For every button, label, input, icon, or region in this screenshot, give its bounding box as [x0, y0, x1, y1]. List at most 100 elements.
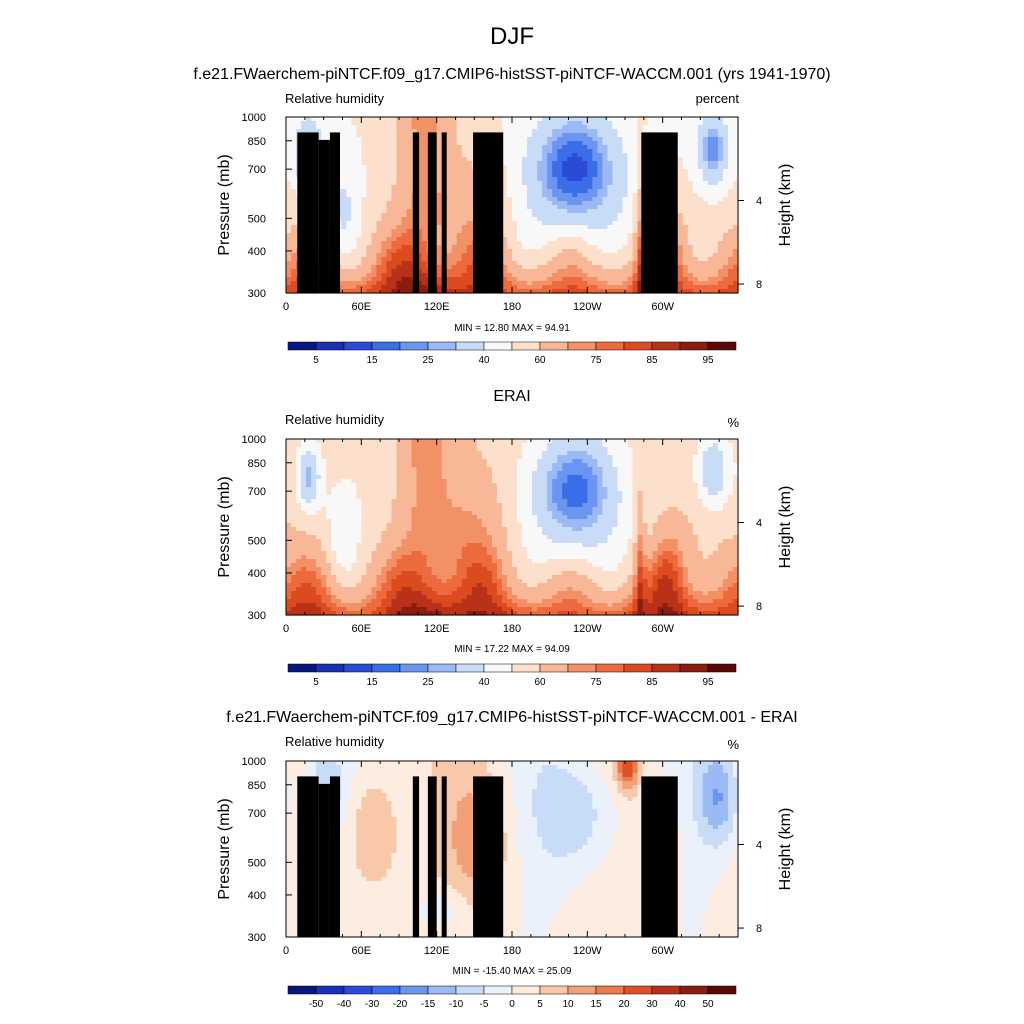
- heatmap-cell: [512, 237, 518, 242]
- heatmap-cell: [346, 467, 352, 472]
- heatmap-cell: [602, 289, 609, 294]
- heatmap-cell: [286, 157, 292, 162]
- heatmap-cell: [446, 209, 453, 214]
- heatmap-cell: [682, 201, 689, 206]
- heatmap-cell: [436, 233, 443, 238]
- heatmap-cell: [632, 161, 639, 166]
- heatmap-cell: [311, 459, 317, 464]
- heatmap-cell: [577, 137, 583, 142]
- heatmap-cell: [687, 177, 694, 182]
- heatmap-cell: [617, 213, 624, 218]
- heatmap-cell: [562, 197, 568, 202]
- heatmap-cell: [572, 149, 578, 154]
- heatmap-cell: [572, 185, 578, 190]
- heatmap-cell: [532, 129, 538, 134]
- heatmap-cell: [662, 467, 669, 472]
- heatmap-cell: [572, 205, 578, 210]
- heatmap-cell: [572, 217, 578, 222]
- heatmap-cell: [622, 121, 629, 126]
- heatmap-cell: [577, 169, 583, 174]
- heatmap-cell: [527, 225, 533, 230]
- heatmap-cell: [301, 443, 307, 448]
- heatmap-cell: [451, 205, 458, 210]
- heatmap-cell: [496, 467, 503, 472]
- heatmap-cell: [391, 225, 398, 230]
- heatmap-cell: [406, 245, 413, 250]
- heatmap-cell: [702, 181, 709, 186]
- heatmap-cell: [592, 165, 598, 170]
- heatmap-cell: [572, 237, 578, 242]
- heatmap-cell: [436, 217, 443, 222]
- heatmap-cell: [486, 463, 493, 468]
- heatmap-cell: [602, 217, 609, 222]
- heatmap-cell: [722, 205, 729, 210]
- heatmap-cell: [416, 253, 423, 258]
- heatmap-cell: [582, 133, 588, 138]
- heatmap-cell: [366, 463, 372, 468]
- heatmap-cell: [476, 455, 483, 460]
- heatmap-cell: [341, 169, 347, 174]
- heatmap-cell: [386, 133, 393, 138]
- heatmap-cell: [542, 217, 548, 222]
- heatmap-cell: [527, 289, 533, 294]
- heatmap-cell: [687, 205, 694, 210]
- heatmap-cell: [517, 245, 523, 250]
- heatmap-cell: [682, 185, 689, 190]
- heatmap-cell: [456, 225, 463, 230]
- heatmap-cell: [406, 209, 413, 214]
- heatmap-cell: [456, 463, 463, 468]
- heatmap-cell: [707, 241, 714, 246]
- heatmap-cell: [567, 217, 573, 222]
- heatmap-cell: [501, 261, 508, 266]
- heatmap-cell: [602, 133, 609, 138]
- heatmap-cell: [356, 145, 362, 150]
- heatmap-cell: [351, 221, 357, 226]
- heatmap-cell: [421, 229, 428, 234]
- heatmap-cell: [712, 193, 719, 198]
- heatmap-cell: [456, 137, 463, 142]
- heatmap-cell: [632, 261, 639, 266]
- heatmap-cell: [592, 229, 598, 234]
- heatmap-cell: [632, 249, 639, 254]
- heatmap-cell: [607, 289, 614, 294]
- heatmap-cell: [436, 173, 443, 178]
- heatmap-cell: [506, 281, 513, 286]
- heatmap-cell: [607, 121, 614, 126]
- heatmap-cell: [592, 193, 598, 198]
- heatmap-cell: [582, 161, 588, 166]
- heatmap-cell: [421, 277, 428, 282]
- heatmap-cell: [286, 169, 292, 174]
- heatmap-cell: [707, 455, 714, 460]
- heatmap-cell: [361, 261, 367, 266]
- heatmap-cell: [677, 121, 684, 126]
- heatmap-cell: [707, 447, 714, 452]
- heatmap-cell: [527, 285, 533, 290]
- heatmap-cell: [506, 173, 513, 178]
- heatmap-cell: [727, 257, 734, 262]
- heatmap-cell: [522, 145, 528, 150]
- heatmap-cell: [306, 471, 312, 476]
- heatmap-cell: [386, 285, 393, 290]
- heatmap-cell: [702, 177, 709, 182]
- heatmap-cell: [707, 253, 714, 258]
- heatmap-cell: [291, 117, 297, 122]
- heatmap-cell: [456, 439, 463, 444]
- heatmap-cell: [376, 149, 383, 154]
- heatmap-cell: [366, 273, 372, 278]
- heatmap-cell: [722, 447, 729, 452]
- heatmap-cell: [597, 241, 603, 246]
- heatmap-cell: [612, 141, 619, 146]
- heatmap-cell: [466, 265, 473, 270]
- heatmap-cell: [602, 181, 609, 186]
- heatmap-cell: [466, 165, 473, 170]
- heatmap-cell: [592, 121, 598, 126]
- heatmap-cell: [376, 137, 383, 142]
- heatmap-cell: [446, 463, 453, 468]
- heatmap-cell: [552, 185, 558, 190]
- heatmap-cell: [577, 269, 583, 274]
- heatmap-cell: [617, 233, 624, 238]
- heatmap-cell: [512, 153, 518, 158]
- heatmap-cell: [552, 217, 558, 222]
- heatmap-cell: [461, 189, 468, 194]
- heatmap-cell: [501, 185, 508, 190]
